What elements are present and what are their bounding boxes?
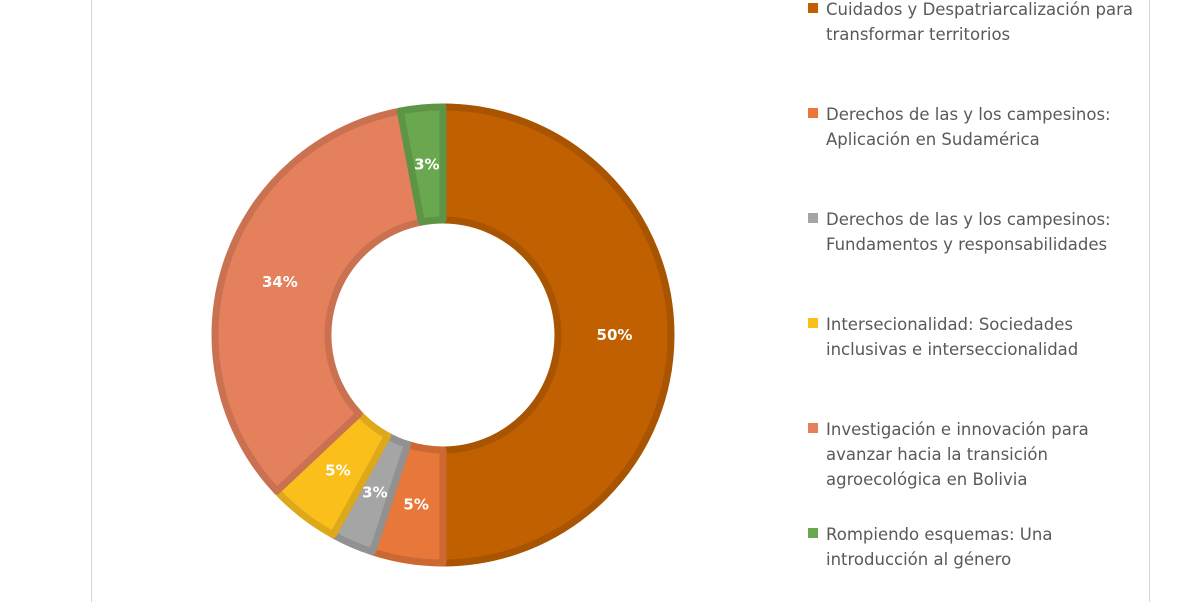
legend-label: Intersecionalidad: Sociedades inclusivas… [826,315,1079,359]
chart-frame [91,0,1150,602]
legend-label: Derechos de las y los campesinos: Aplica… [826,105,1111,149]
donut-slice-6 [396,103,447,226]
legend-label: Investigación e innovación para avanzar … [826,420,1089,489]
slice-label-4: 5% [325,462,350,480]
slice-label-6: 3% [414,155,439,173]
slice-label-2: 5% [403,495,428,513]
slice-label-5: 34% [262,273,298,291]
legend-item: Intersecionalidad: Sociedades inclusivas… [808,312,1148,362]
legend-item: Derechos de las y los campesinos: Fundam… [808,207,1148,257]
donut-labels: 50% 5% 3% 5% 34% 3% [262,155,633,513]
legend-swatch [808,213,818,223]
legend-swatch [808,528,818,538]
legend-label: Rompiendo esquemas: Una introducción al … [826,525,1053,569]
legend-label: Derechos de las y los campesinos: Fundam… [826,210,1111,254]
slice-label-3: 3% [362,483,387,501]
legend-item: Derechos de las y los campesinos: Aplica… [808,102,1148,152]
legend-item: Rompiendo esquemas: Una introducción al … [808,522,1148,572]
donut-slices [211,103,675,567]
legend-swatch [808,108,818,118]
legend-swatch [808,318,818,328]
donut-slice-1 [439,103,675,567]
donut-slice-5 [211,107,425,495]
slice-label-1: 50% [597,326,633,344]
legend-item: Cuidados y Despatriarcalización para tra… [808,0,1148,47]
legend-swatch [808,423,818,433]
legend-swatch [808,3,818,13]
legend-label: Cuidados y Despatriarcalización para tra… [826,0,1134,44]
legend-item: Investigación e innovación para avanzar … [808,417,1148,492]
